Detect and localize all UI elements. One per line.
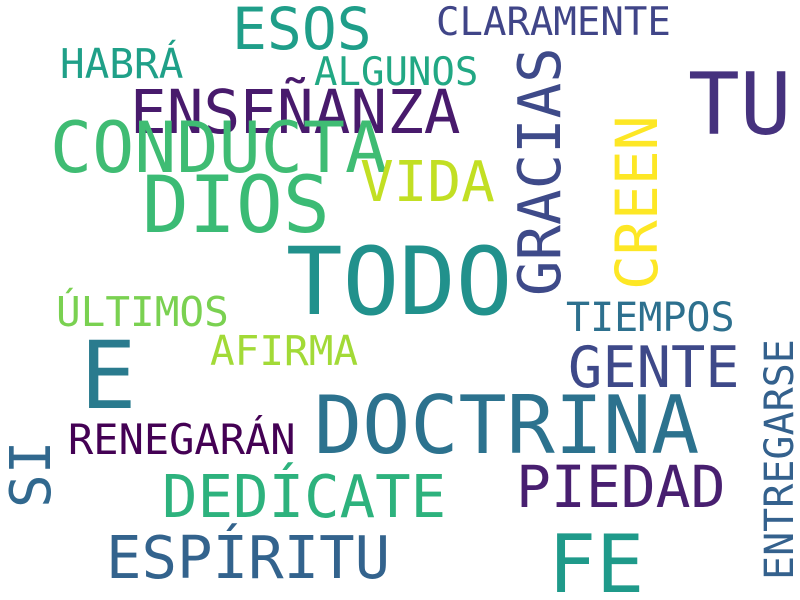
word-entregarse: ENTREGARSE [757, 339, 800, 580]
word-si: CONDUCTA [50, 107, 388, 189]
word-fe: FE [548, 518, 645, 600]
word-tu: TU [688, 55, 792, 155]
word-todo: TODO [286, 228, 513, 337]
word-claramente: CLARAMENTE [436, 0, 671, 45]
word-doctrina: DOCTRINA [314, 379, 700, 472]
word-esos: ESOS [232, 0, 372, 63]
word-conducta: SI [0, 440, 64, 508]
word-renegaran: RENEGARÁN [68, 415, 296, 464]
word-e: E [80, 322, 137, 431]
word-afirma: AFIRMA [210, 327, 359, 375]
word-espiritu: ESPÍRITU [106, 523, 391, 592]
word-piedad: PIEDAD [516, 453, 726, 521]
word-ultimos: ÚLTIMOS [56, 288, 229, 336]
word-gracias: GRACIAS [505, 47, 574, 296]
word-tiempos: TIEMPOS [566, 295, 735, 341]
word-habra: HABRÁ [60, 40, 184, 88]
word-algunos: ALGUNOS [314, 50, 479, 95]
word-gente: GENTE [568, 335, 740, 401]
word-dedicate: DEDÍCATE [162, 462, 447, 531]
word-ensenanza: ENSEÑANZA [130, 77, 461, 148]
word-vida: VIDA [360, 150, 495, 215]
word-dios: DIOS [142, 161, 330, 251]
word-creen: CREEN [603, 115, 671, 290]
